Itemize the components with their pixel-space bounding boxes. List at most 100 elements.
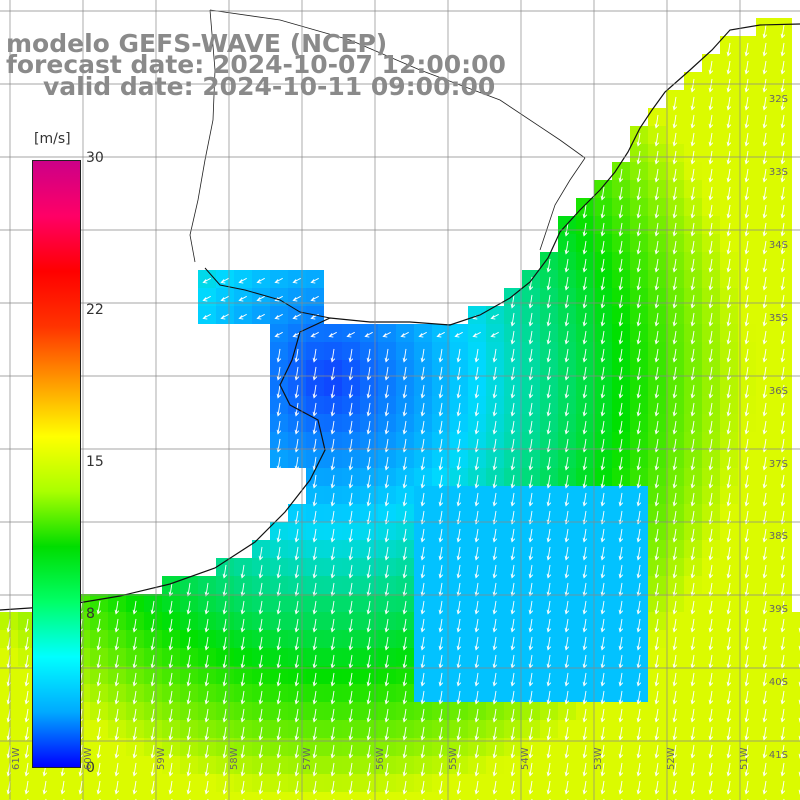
wind-cell — [684, 756, 702, 774]
wind-arrow — [366, 744, 372, 759]
wind-arrow — [780, 114, 786, 129]
wind-arrow — [564, 348, 570, 363]
wind-arrow — [780, 420, 786, 435]
wind-cell — [360, 468, 378, 486]
wind-cell — [306, 702, 324, 720]
wind-arrow — [312, 528, 318, 543]
wind-cell — [702, 648, 720, 666]
wind-cell — [90, 684, 108, 702]
wind-arrow — [402, 348, 408, 363]
wind-cell — [306, 558, 324, 576]
wind-cell — [756, 558, 774, 576]
wind-cell — [468, 756, 486, 774]
wind-arrow — [258, 546, 264, 561]
wind-cell — [486, 720, 504, 738]
wind-arrow — [744, 366, 750, 381]
wind-cell — [54, 792, 72, 800]
wind-arrow — [762, 726, 768, 741]
wind-arrow — [114, 690, 120, 705]
wind-cell — [612, 648, 630, 666]
wind-cell — [756, 360, 774, 378]
wind-cell — [594, 792, 612, 800]
wind-cell — [666, 414, 684, 432]
wind-arrow — [168, 762, 174, 777]
wind-cell — [576, 630, 594, 648]
wind-arrow — [690, 222, 696, 237]
wind-arrow — [402, 492, 408, 507]
wind-cell — [558, 612, 576, 630]
wind-cell — [702, 666, 720, 684]
wind-cell — [288, 558, 306, 576]
wind-arrow — [708, 762, 714, 777]
wind-cell — [774, 270, 792, 288]
wind-cell — [648, 756, 666, 774]
wind-cell — [234, 702, 252, 720]
wind-cell — [720, 108, 738, 126]
wind-cell — [648, 576, 666, 594]
wind-cell — [684, 432, 702, 450]
wind-arrow — [780, 618, 786, 633]
wind-cell — [576, 792, 594, 800]
wind-arrow — [312, 474, 318, 489]
wind-arrow — [168, 726, 174, 741]
wind-arrow — [690, 276, 696, 291]
wind-cell — [378, 648, 396, 666]
wind-arrow — [510, 600, 516, 615]
wind-cell — [540, 576, 558, 594]
wind-cell — [702, 396, 720, 414]
wind-cell — [774, 666, 792, 684]
wind-cell — [324, 324, 342, 342]
wind-arrow — [492, 600, 498, 615]
wind-arrow — [708, 240, 714, 255]
wind-cell — [270, 756, 288, 774]
wind-arrow — [402, 708, 408, 723]
wind-arrow — [312, 546, 318, 561]
wind-arrow — [456, 600, 462, 615]
wind-cell — [360, 792, 378, 800]
wind-arrow — [312, 636, 318, 651]
wind-cell — [540, 558, 558, 576]
wind-arrow — [618, 222, 624, 237]
wind-cell — [558, 540, 576, 558]
wind-cell — [342, 702, 360, 720]
wind-cell — [666, 378, 684, 396]
wind-arrow — [258, 744, 264, 759]
wind-arrow — [654, 258, 660, 273]
wind-arrow — [744, 204, 750, 219]
wind-arrow — [202, 295, 211, 302]
wind-arrow — [402, 600, 408, 615]
wind-arrow — [546, 294, 552, 309]
wind-arrow — [420, 762, 426, 777]
wind-cell — [630, 648, 648, 666]
wind-arrow — [528, 492, 534, 507]
wind-cell — [216, 774, 234, 792]
wind-cell — [648, 792, 666, 800]
wind-cell — [216, 648, 234, 666]
wind-cell — [630, 576, 648, 594]
wind-arrow — [96, 636, 102, 651]
wind-cell — [288, 414, 306, 432]
wind-arrow — [690, 258, 696, 273]
wind-arrow — [492, 636, 498, 651]
wind-cell — [594, 216, 612, 234]
wind-arrow — [510, 762, 516, 777]
wind-cell — [702, 324, 720, 342]
wind-cell — [216, 666, 234, 684]
wind-arrow — [564, 312, 570, 327]
wind-arrow — [474, 492, 480, 507]
wind-cell — [684, 414, 702, 432]
wind-arrow — [762, 762, 768, 777]
wind-cell — [414, 792, 432, 800]
wind-arrow — [726, 114, 732, 129]
wind-arrow — [636, 762, 642, 777]
wind-cell — [378, 378, 396, 396]
wind-cell — [666, 666, 684, 684]
wind-arrow — [708, 636, 714, 651]
wind-cell — [648, 432, 666, 450]
lat-label: 33S — [768, 167, 788, 178]
wind-cell — [630, 234, 648, 252]
wind-cell — [702, 108, 720, 126]
wind-cell — [540, 504, 558, 522]
wind-cell — [684, 504, 702, 522]
wind-arrow — [726, 708, 732, 723]
